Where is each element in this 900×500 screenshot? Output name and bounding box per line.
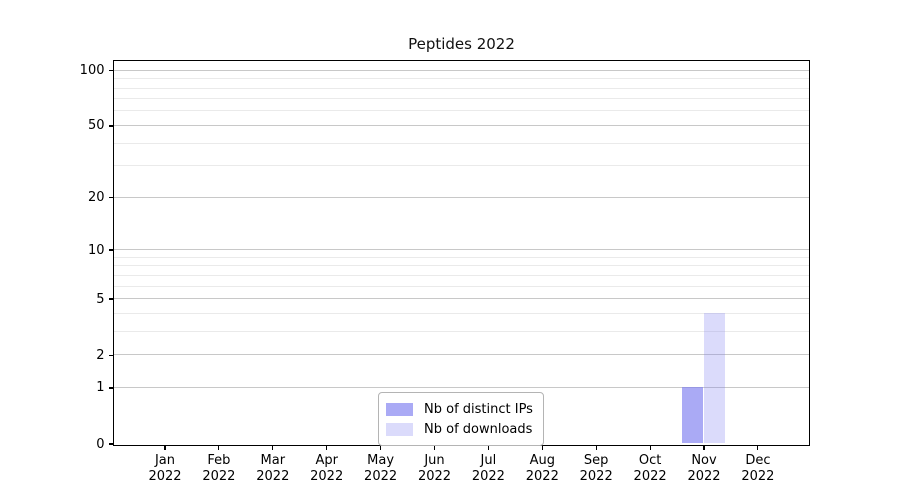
gridline-major-20 [114,196,809,198]
legend-label-distinct-ips: Nb of distinct IPs [424,401,533,417]
x-tick-mark-mar [272,445,274,450]
gridline-major-2 [114,354,809,356]
legend: Nb of distinct IPs Nb of downloads [378,392,544,446]
legend-label-downloads: Nb of downloads [424,421,533,437]
x-tick-label-may: May 2022 [353,453,409,486]
y-tick-label-1: 1 [96,380,105,396]
bar-nb-of-distinct-ips-nov [681,387,704,444]
x-tick-mark-aug [541,445,543,450]
plot-area [113,59,810,446]
legend-swatch-downloads [386,422,413,436]
x-tick-month: Apr [315,452,338,468]
x-tick-month: Oct [638,452,662,468]
x-tick-label-dec: Dec 2022 [730,453,786,486]
x-tick-mark-may [380,445,382,450]
y-tick-label-10: 10 [87,242,105,258]
x-tick-mark-dec [757,445,759,450]
x-tick-year: 2022 [310,469,344,484]
x-tick-month: Aug [529,452,555,468]
y-tick-mark-50 [108,125,113,127]
gridline-minor-4 [114,312,809,314]
gridline-major-10 [114,249,809,251]
gridline-minor-60 [114,110,809,112]
gridline-minor-3 [114,330,809,332]
y-tick-label-50: 50 [87,118,105,134]
x-tick-year: 2022 [633,469,667,484]
x-tick-label-aug: Aug 2022 [514,453,570,486]
chart-title: Peptides 2022 [408,35,515,53]
y-tick-mark-0 [108,443,113,445]
x-tick-year: 2022 [148,469,182,484]
bar-nb-of-downloads-nov [703,313,726,444]
gridline-major-100 [114,69,809,71]
gridline-minor-40 [114,142,809,144]
y-tick-mark-100 [108,70,113,72]
y-tick-mark-20 [108,197,113,199]
y-tick-mark-2 [108,354,113,356]
gridline-major-1 [114,386,809,388]
y-tick-label-20: 20 [87,190,105,206]
y-tick-mark-10 [108,249,113,251]
gridline-minor-7 [114,274,809,276]
x-tick-label-jun: Jun 2022 [407,453,463,486]
x-tick-month: Nov [691,452,717,468]
x-tick-label-apr: Apr 2022 [299,453,355,486]
x-tick-year: 2022 [202,469,236,484]
x-tick-label-nov: Nov 2022 [676,453,732,486]
y-tick-mark-1 [108,387,113,389]
x-tick-year: 2022 [364,469,398,484]
x-tick-year: 2022 [579,469,613,484]
y-tick-label-0: 0 [96,436,105,452]
x-tick-month: Sep [583,452,609,468]
y-tick-mark-5 [108,298,113,300]
gridline-minor-90 [114,78,809,80]
x-tick-label-feb: Feb 2022 [191,453,247,486]
x-tick-mark-sep [595,445,597,450]
gridline-major-50 [114,124,809,126]
x-tick-mark-jul [487,445,489,450]
gridline-minor-8 [114,265,809,267]
x-tick-year: 2022 [417,469,452,484]
x-tick-year: 2022 [471,469,505,484]
gridline-minor-6 [114,285,809,287]
gridline-minor-30 [114,165,809,167]
legend-item-downloads: Nb of downloads [386,419,533,439]
y-tick-label-100: 100 [79,63,105,79]
gridline-minor-9 [114,256,809,258]
x-tick-label-jan: Jan 2022 [137,453,193,486]
x-tick-mark-apr [326,445,328,450]
legend-swatch-distinct-ips [386,402,413,416]
plot-content [114,61,809,445]
x-tick-month: May [367,452,395,468]
x-tick-label-sep: Sep 2022 [568,453,624,486]
x-tick-mark-nov [703,445,705,450]
x-tick-month: Jun [424,452,445,468]
x-tick-mark-oct [649,445,651,450]
x-tick-year: 2022 [525,469,559,484]
x-tick-year: 2022 [687,469,721,484]
x-tick-month: Jul [480,452,497,468]
x-tick-mark-jun [433,445,436,450]
x-tick-month: Mar [260,452,286,468]
x-tick-mark-jan [164,445,166,450]
x-tick-month: Feb [207,452,231,468]
y-tick-label-2: 2 [96,347,105,363]
x-tick-month: Dec [745,452,771,468]
x-tick-label-oct: Oct 2022 [622,453,678,486]
y-tick-label-5: 5 [96,291,105,307]
x-tick-label-jul: Jul 2022 [460,453,516,486]
x-tick-label-mar: Mar 2022 [245,453,301,486]
legend-item-distinct-ips: Nb of distinct IPs [386,399,533,419]
x-tick-month: Jan [154,452,176,468]
gridline-minor-80 [114,87,809,89]
x-tick-mark-feb [218,445,220,450]
gridline-major-5 [114,298,809,300]
x-tick-year: 2022 [741,469,775,484]
x-tick-year: 2022 [256,469,290,484]
gridline-minor-70 [114,98,809,100]
